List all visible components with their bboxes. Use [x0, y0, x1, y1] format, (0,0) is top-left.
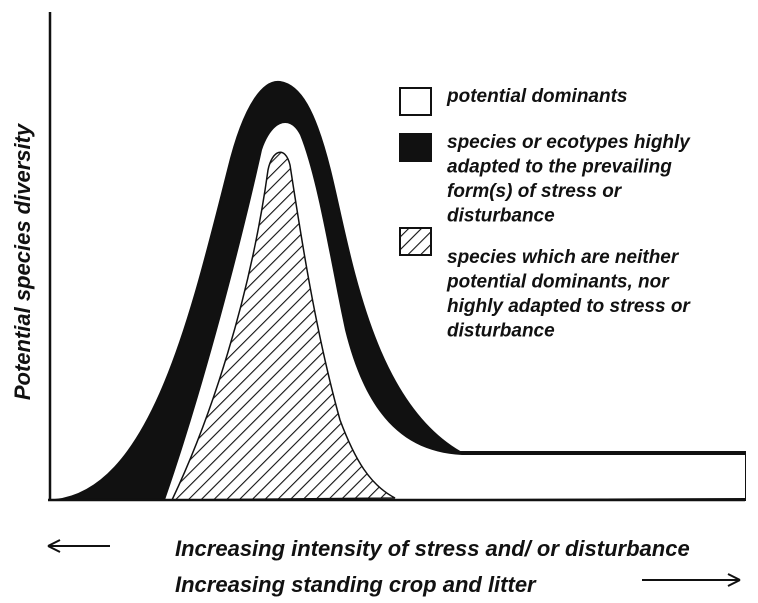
legend-text: adapted to the prevailing: [447, 157, 672, 178]
y-axis-label: Potential species diversity: [10, 122, 35, 400]
legend-text: form(s) of stress or: [447, 181, 623, 202]
legend-swatch-black: [399, 133, 432, 162]
legend-text: highly adapted to stress or: [447, 296, 691, 317]
legend-text: potential dominants, nor: [446, 272, 670, 293]
legend-swatch-white: [399, 87, 432, 116]
legend-swatch-hatch: [399, 227, 432, 256]
neither-region: [170, 151, 396, 501]
legend-text: species which are neither: [447, 247, 680, 268]
legend-text: species or ecotypes highly: [447, 132, 691, 153]
left-arrowhead: [47, 539, 61, 553]
legend-text: disturbance: [447, 206, 555, 227]
x-caption-1: Increasing intensity of stress and/ or d…: [175, 536, 690, 561]
right-arrowhead: [727, 573, 741, 587]
legend-text: disturbance: [447, 321, 555, 342]
legend-text: potential dominants: [446, 86, 628, 107]
x-caption-2: Increasing standing crop and litter: [175, 572, 537, 597]
